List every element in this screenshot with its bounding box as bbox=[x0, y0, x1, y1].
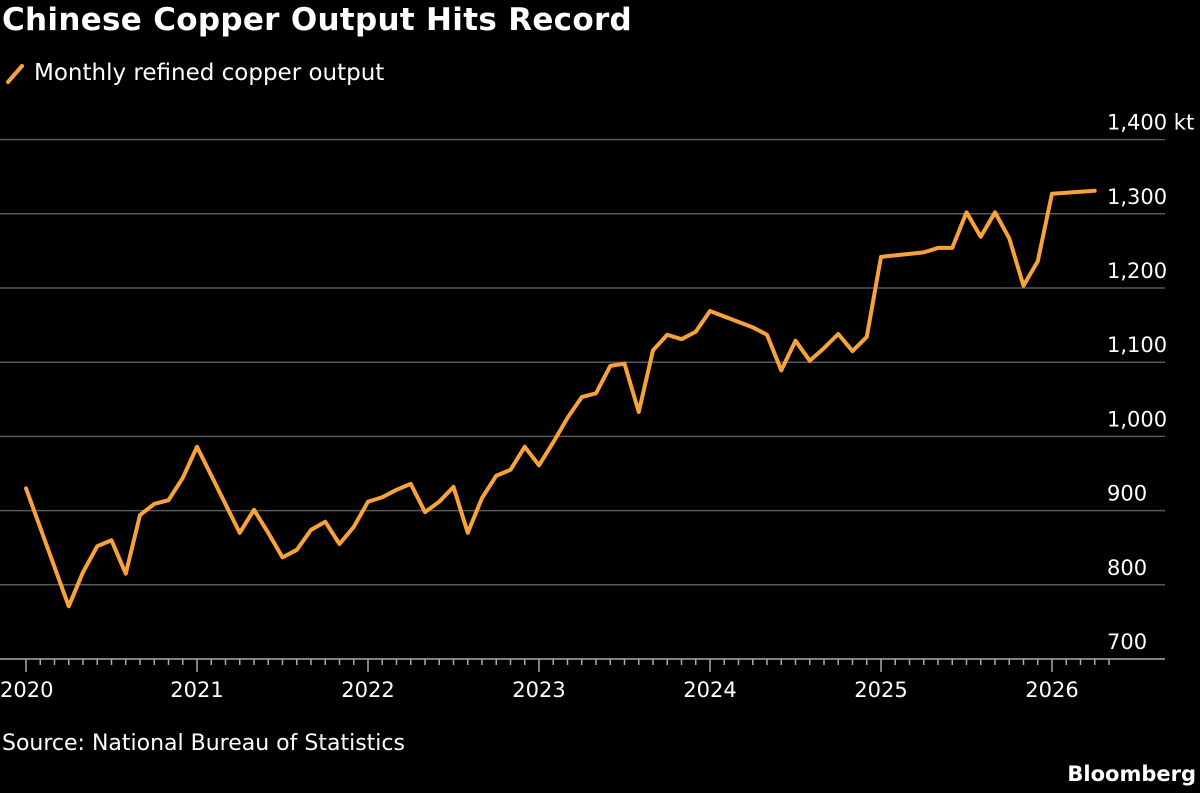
y-tick-label: 1,200 bbox=[1107, 259, 1167, 283]
series-line bbox=[24, 188, 1097, 609]
x-tick-label: 2025 bbox=[854, 678, 907, 702]
x-tick-label: 2021 bbox=[170, 678, 223, 702]
x-tick-label: 2024 bbox=[683, 678, 736, 702]
legend-swatch-icon bbox=[6, 64, 24, 84]
chart-title: Chinese Copper Output Hits Record bbox=[2, 2, 633, 38]
y-tick-label: 900 bbox=[1107, 482, 1147, 506]
source-note: Source: National Bureau of Statistics bbox=[2, 731, 405, 756]
y-tick-label: 1,300 bbox=[1107, 185, 1167, 209]
x-tick-label: 2020 bbox=[0, 678, 53, 702]
legend: Monthly refined copper output bbox=[4, 60, 384, 86]
bloomberg-logo: Bloomberg bbox=[1067, 762, 1196, 786]
y-tick-label: 1,000 bbox=[1107, 407, 1167, 431]
x-tick-label: 2026 bbox=[1025, 678, 1078, 702]
y-tick-label: 800 bbox=[1107, 556, 1147, 580]
y-tick-label: 1,400 kt bbox=[1107, 111, 1194, 135]
legend-label: Monthly refined copper output bbox=[34, 60, 385, 86]
y-tick-label: 1,100 bbox=[1107, 333, 1167, 357]
x-tick-label: 2023 bbox=[512, 678, 565, 702]
y-tick-label: 700 bbox=[1107, 630, 1147, 654]
x-tick-label: 2022 bbox=[341, 678, 394, 702]
